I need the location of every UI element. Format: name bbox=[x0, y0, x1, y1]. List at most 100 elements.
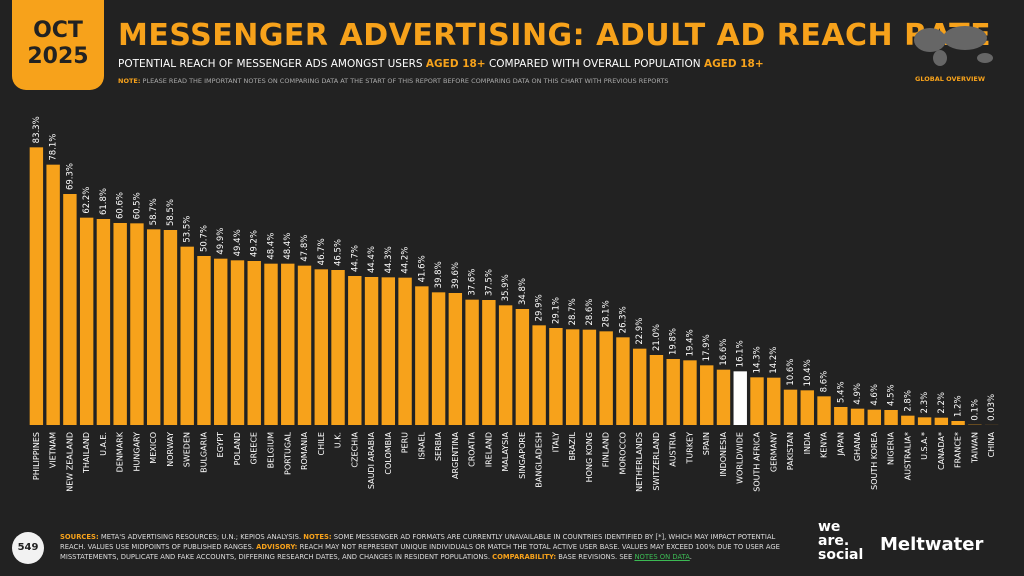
bar bbox=[549, 328, 563, 425]
bar bbox=[214, 258, 228, 425]
x-tick-label: EGYPT bbox=[216, 432, 225, 458]
bar bbox=[130, 223, 144, 425]
bar bbox=[281, 263, 295, 425]
value-label: 58.7% bbox=[149, 198, 159, 225]
subtitle-text: POTENTIAL REACH OF MESSENGER ADS AMONGST… bbox=[118, 58, 426, 70]
x-tick-label: GREECE bbox=[250, 432, 259, 465]
value-label: 21.0% bbox=[652, 324, 662, 351]
x-tick-label: AUSTRIA bbox=[669, 431, 678, 466]
footer-label: SOURCES: bbox=[60, 533, 99, 541]
value-label: 19.8% bbox=[669, 328, 679, 355]
x-tick-label: JAPAN bbox=[836, 432, 845, 456]
x-tick-label: NETHERLANDS bbox=[635, 432, 644, 492]
bar bbox=[180, 246, 194, 425]
month: OCT bbox=[33, 18, 83, 43]
x-tick-label: U.A.E. bbox=[99, 432, 108, 456]
bar bbox=[515, 309, 530, 425]
x-tick-label: TURKEY bbox=[685, 432, 694, 465]
x-tick-label: HUNGARY bbox=[132, 432, 141, 472]
x-tick-label: U.S.A.* bbox=[920, 432, 929, 460]
value-label: 8.6% bbox=[820, 371, 830, 393]
bar bbox=[197, 256, 211, 425]
x-tick-label: COLOMBIA bbox=[384, 431, 393, 474]
value-label: 4.6% bbox=[870, 384, 880, 406]
bar bbox=[46, 164, 60, 425]
value-label: 5.4% bbox=[836, 381, 846, 403]
x-tick-label: WORLDWIDE bbox=[736, 432, 745, 484]
x-tick-label: GHANA bbox=[853, 431, 862, 461]
logo-meltwater: Meltwater bbox=[880, 534, 984, 555]
value-label: 58.5% bbox=[166, 199, 176, 226]
bar bbox=[381, 277, 396, 425]
value-label: 0.03% bbox=[987, 394, 997, 421]
value-label: 14.3% bbox=[753, 346, 763, 373]
value-label: 39.8% bbox=[434, 261, 444, 288]
bar bbox=[565, 329, 580, 425]
x-tick-label: BULGARIA bbox=[199, 431, 208, 472]
value-label: 46.7% bbox=[317, 238, 327, 265]
footer-label: NOTES: bbox=[303, 533, 332, 541]
x-tick-label: INDIA bbox=[803, 431, 812, 454]
value-label: 28.1% bbox=[602, 300, 612, 327]
x-tick-label: MOROCCO bbox=[618, 432, 627, 475]
value-label: 17.9% bbox=[702, 334, 712, 361]
value-label: 61.8% bbox=[99, 188, 109, 215]
value-label: 49.4% bbox=[233, 229, 243, 256]
bar bbox=[230, 260, 245, 425]
page-number: 549 bbox=[12, 532, 44, 564]
value-label: 2.8% bbox=[903, 390, 913, 412]
bar bbox=[415, 286, 429, 425]
x-tick-label: SWITZERLAND bbox=[652, 432, 661, 491]
x-tick-label: NIGERIA bbox=[887, 431, 896, 465]
note-label: NOTE: bbox=[118, 77, 141, 85]
badge: GLOBAL OVERVIEW bbox=[915, 75, 986, 83]
footer-body: SOME MESSENGER AD FORMATS ARE CURRENTLY … bbox=[60, 533, 776, 551]
bar bbox=[113, 223, 127, 425]
x-tick-label: CROATIA bbox=[468, 431, 477, 466]
bar bbox=[649, 355, 664, 425]
value-label: 22.9% bbox=[635, 318, 645, 345]
value-label: 19.4% bbox=[685, 329, 695, 356]
bar bbox=[867, 409, 882, 425]
bar bbox=[146, 229, 161, 425]
x-tick-label: CZECHIA bbox=[350, 431, 359, 467]
footer-link[interactable]: NOTES ON DATA bbox=[634, 553, 690, 561]
bar bbox=[901, 415, 915, 425]
x-tick-label: INDONESIA bbox=[719, 431, 728, 476]
bar bbox=[498, 305, 513, 425]
x-tick-label: DENMARK bbox=[116, 431, 125, 472]
x-tick-label: PORTUGAL bbox=[283, 431, 292, 475]
x-tick-label: MEXICO bbox=[149, 432, 158, 464]
note-text: PLEASE READ THE IMPORTANT NOTES ON COMPA… bbox=[142, 77, 669, 85]
year: 2025 bbox=[27, 44, 89, 69]
bar bbox=[750, 377, 764, 425]
value-label: 44.2% bbox=[401, 247, 411, 274]
bar bbox=[79, 217, 94, 425]
bar bbox=[465, 299, 479, 425]
footer-body: REACH MAY NOT REPRESENT UNIQUE INDIVIDUA… bbox=[60, 543, 780, 561]
x-tick-label: SOUTH AFRICA bbox=[753, 431, 762, 491]
value-label: 49.9% bbox=[216, 228, 226, 255]
footer-text: SOURCES: META'S ADVERTISING RESOURCES; U… bbox=[60, 532, 780, 562]
title: MESSENGER ADVERTISING: ADULT AD REACH RA… bbox=[118, 18, 992, 53]
x-tick-label: BRAZIL bbox=[568, 431, 577, 460]
value-label: 44.4% bbox=[367, 246, 377, 273]
x-tick-label: BELGIUM bbox=[267, 432, 276, 468]
bar bbox=[666, 359, 680, 425]
value-label: 60.6% bbox=[116, 192, 126, 219]
bar bbox=[733, 371, 747, 425]
x-tick-label: VIETNAM bbox=[49, 432, 58, 468]
bar bbox=[247, 261, 261, 425]
value-label: 26.3% bbox=[618, 306, 628, 333]
x-tick-label: TAIWAN bbox=[970, 432, 979, 464]
x-tick-label: BANGLADESH bbox=[535, 432, 544, 488]
footer-body: META'S ADVERTISING RESOURCES; U.N.; KEPI… bbox=[98, 533, 304, 541]
x-tick-label: U.K. bbox=[334, 432, 343, 448]
bar bbox=[800, 390, 814, 425]
bar bbox=[884, 410, 898, 425]
x-tick-label: THAILAND bbox=[82, 432, 91, 474]
bar bbox=[582, 329, 597, 425]
bar bbox=[850, 408, 865, 425]
bar bbox=[632, 348, 647, 425]
value-label: 2.3% bbox=[920, 392, 930, 414]
